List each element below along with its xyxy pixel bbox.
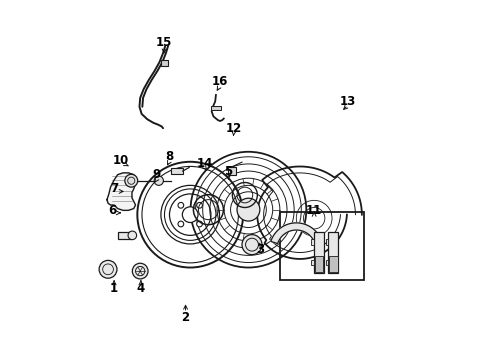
- Text: 5: 5: [224, 165, 232, 177]
- Text: 10: 10: [113, 154, 129, 167]
- Circle shape: [99, 260, 117, 278]
- Bar: [325, 260, 328, 265]
- Bar: [171, 168, 183, 174]
- Circle shape: [242, 235, 262, 255]
- Bar: [118, 232, 131, 239]
- Text: 14: 14: [197, 157, 213, 170]
- Bar: [314, 256, 323, 272]
- Polygon shape: [270, 223, 321, 244]
- Bar: [160, 60, 168, 66]
- Text: 1: 1: [110, 283, 118, 296]
- Text: 16: 16: [211, 75, 227, 88]
- Text: 13: 13: [339, 95, 355, 108]
- Bar: [313, 232, 324, 273]
- Circle shape: [154, 176, 163, 185]
- Bar: [328, 256, 337, 272]
- Bar: [210, 106, 220, 111]
- Bar: [328, 232, 338, 273]
- Circle shape: [237, 198, 259, 221]
- Text: 7: 7: [110, 183, 118, 195]
- Text: 11: 11: [305, 204, 322, 217]
- Text: 8: 8: [165, 150, 173, 163]
- Bar: [311, 260, 313, 265]
- Polygon shape: [107, 173, 135, 210]
- Text: 9: 9: [153, 168, 161, 181]
- Text: 3: 3: [256, 243, 264, 256]
- Circle shape: [178, 202, 183, 208]
- Text: 4: 4: [137, 283, 145, 296]
- Text: 12: 12: [225, 122, 242, 135]
- Circle shape: [178, 221, 183, 227]
- Circle shape: [196, 202, 202, 208]
- Circle shape: [124, 174, 138, 187]
- Circle shape: [196, 221, 202, 227]
- Text: 6: 6: [108, 204, 116, 217]
- Bar: [280, 212, 364, 280]
- Circle shape: [182, 207, 198, 222]
- Circle shape: [132, 263, 148, 279]
- Bar: [227, 167, 236, 175]
- Circle shape: [128, 231, 136, 240]
- Bar: [311, 239, 313, 245]
- Text: 2: 2: [181, 311, 189, 324]
- Text: 15: 15: [156, 36, 172, 49]
- Bar: [325, 239, 328, 245]
